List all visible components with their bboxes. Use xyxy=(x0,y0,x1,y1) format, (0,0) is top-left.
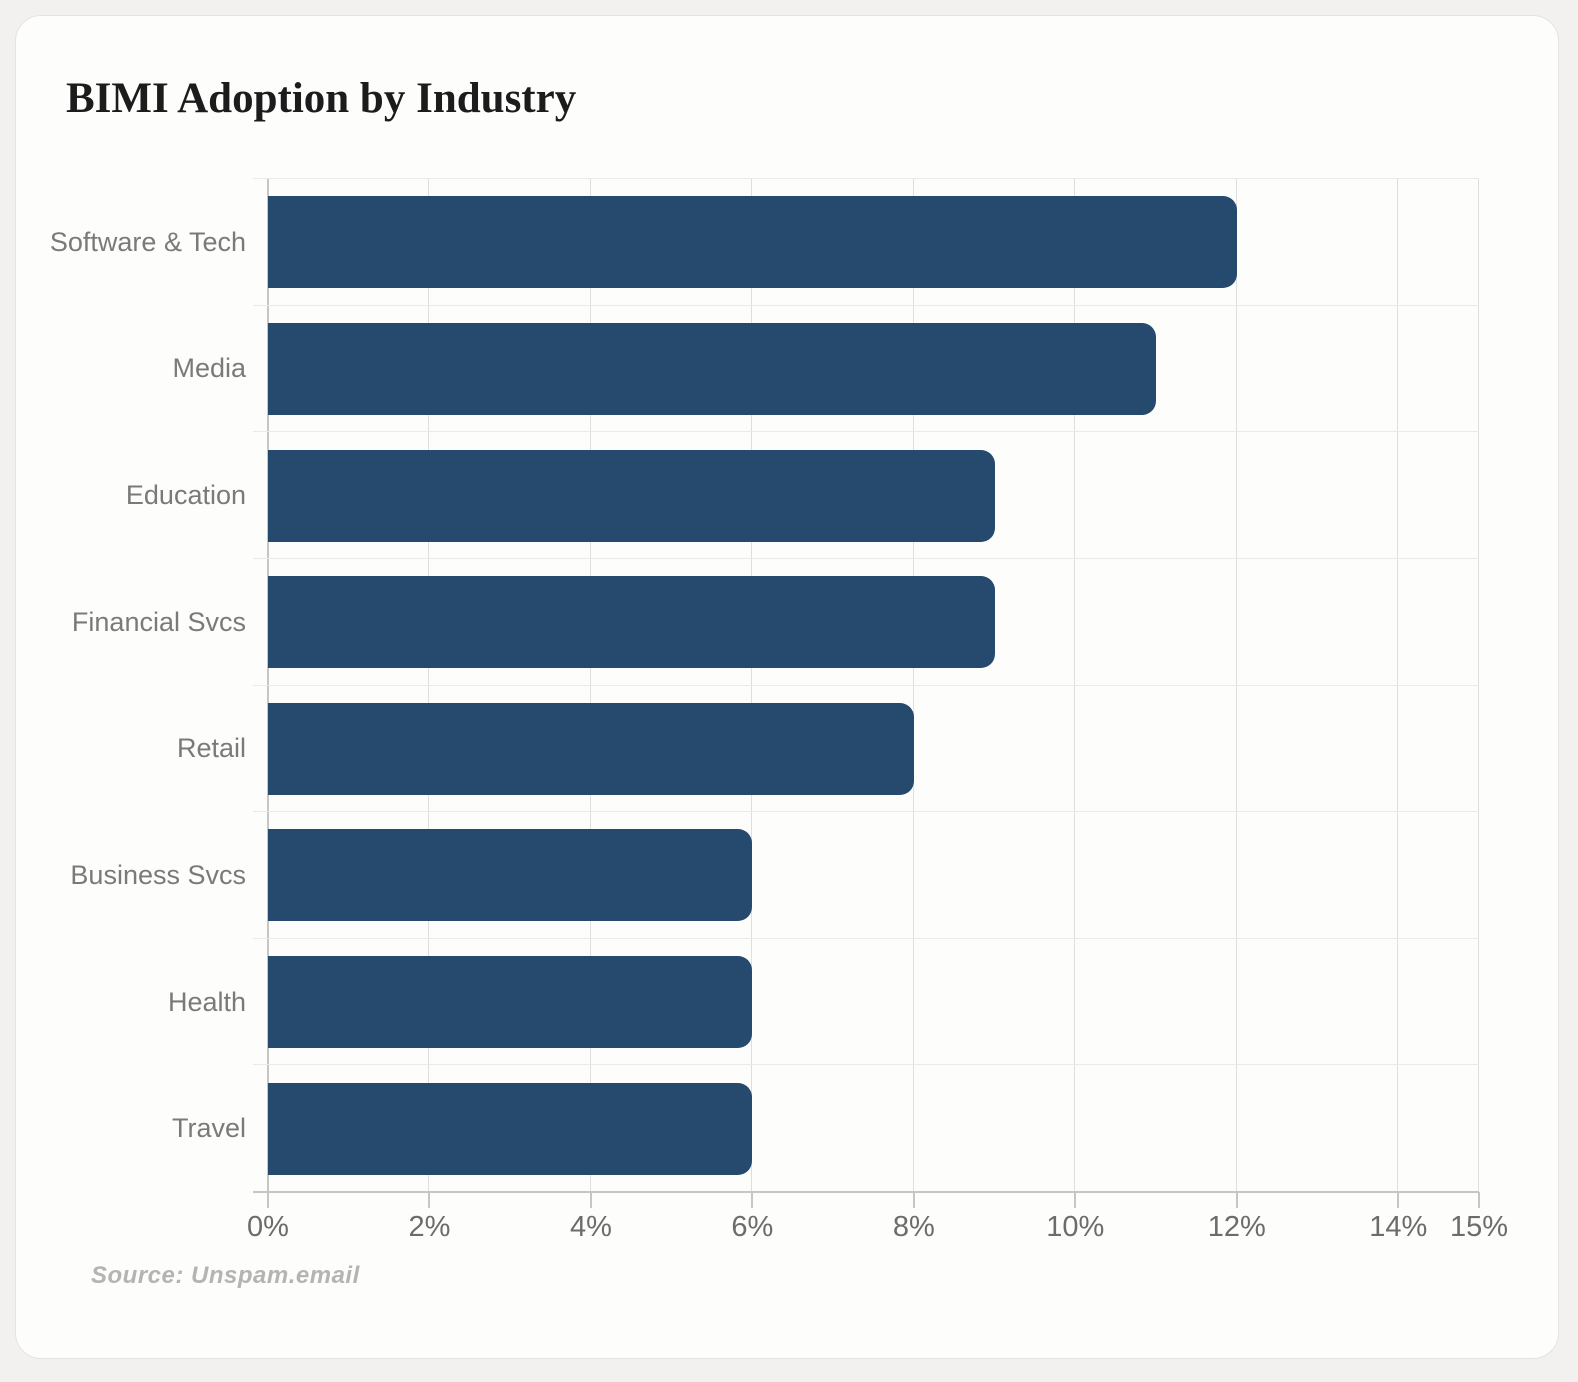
grid-line-vertical xyxy=(589,179,591,1192)
bar-health xyxy=(268,956,753,1049)
bar-software-tech xyxy=(268,196,1237,289)
x-tick-mark xyxy=(428,1192,431,1208)
grid-line-vertical xyxy=(751,179,753,1192)
x-tick-mark xyxy=(1235,1192,1238,1208)
grid-line-vertical xyxy=(1074,179,1076,1192)
grid-line-horizontal xyxy=(253,304,1479,306)
grid-line-horizontal xyxy=(253,431,1479,433)
chart-title: BIMI Adoption by Industry xyxy=(66,75,577,122)
bar-education xyxy=(268,449,995,542)
grid-line-vertical xyxy=(1397,179,1399,1192)
source-caption: Source: Unspam.email xyxy=(91,1262,360,1289)
grid-line-vertical xyxy=(1235,179,1237,1192)
x-tick-label: 2% xyxy=(408,1211,451,1243)
grid-line-vertical xyxy=(428,179,430,1192)
category-label: Media xyxy=(172,353,246,384)
bar-travel xyxy=(268,1082,753,1175)
x-axis-labels: 0% 2% 4% 6% 8% 10% 12% 14% 15% xyxy=(247,1211,1508,1251)
plot-area xyxy=(253,178,1480,1208)
x-tick-label: 14% xyxy=(1369,1211,1428,1243)
category-label: Business Svcs xyxy=(70,859,246,890)
x-tick-label: 0% xyxy=(247,1211,289,1243)
bar-media xyxy=(268,322,1157,415)
x-tick-mark xyxy=(1397,1192,1400,1208)
x-tick-label: 4% xyxy=(569,1211,612,1243)
x-tick-label: 6% xyxy=(731,1211,774,1243)
grid-line-horizontal xyxy=(253,937,1479,939)
grid-line-horizontal xyxy=(253,557,1479,559)
x-tick-mark xyxy=(1074,1192,1077,1208)
grid-line-horizontal xyxy=(253,684,1479,686)
x-tick-label: 15% xyxy=(1449,1211,1509,1243)
category-label: Travel xyxy=(171,1113,246,1144)
x-tick-label: 8% xyxy=(892,1211,935,1243)
y-axis-line xyxy=(267,179,269,1192)
category-label: Software & Tech xyxy=(49,226,246,257)
category-label: Education xyxy=(125,480,246,511)
grid-line-horizontal xyxy=(253,1064,1479,1066)
grid-line-horizontal xyxy=(253,178,1479,179)
bar-financial-svcs xyxy=(268,576,995,669)
chart-card: BIMI Adoption by Industry Software & Tec… xyxy=(15,15,1559,1359)
x-tick-mark xyxy=(267,1192,269,1208)
x-tick-mark xyxy=(589,1192,592,1208)
x-tick-label: 10% xyxy=(1046,1211,1105,1243)
grid-line-horizontal xyxy=(253,811,1479,813)
grid-line-vertical xyxy=(912,179,914,1192)
bar-business-svcs xyxy=(268,829,753,922)
x-tick-mark xyxy=(1478,1192,1480,1208)
x-tick-mark xyxy=(751,1192,754,1208)
x-tick-mark xyxy=(912,1192,915,1208)
grid-line-vertical xyxy=(1478,179,1479,1192)
category-label: Financial Svcs xyxy=(71,606,246,637)
y-axis-labels: Software & Tech Media Education Financial S… xyxy=(16,179,246,1192)
x-tick-label: 12% xyxy=(1207,1211,1266,1243)
category-label: Retail xyxy=(176,733,246,764)
bar-retail xyxy=(268,702,914,795)
x-axis-line xyxy=(253,1191,1479,1193)
category-label: Health xyxy=(167,986,246,1017)
